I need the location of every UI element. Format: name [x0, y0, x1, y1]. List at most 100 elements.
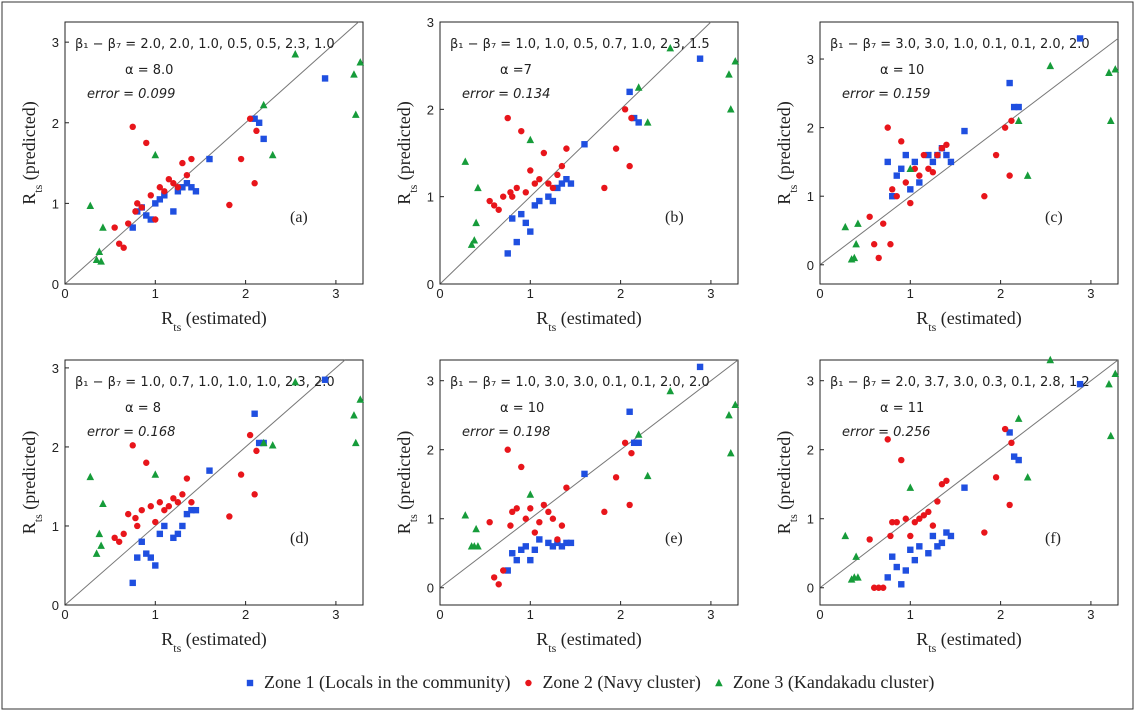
point-square — [916, 543, 923, 550]
point-square — [509, 215, 516, 222]
point-square — [558, 543, 566, 550]
x-tick-label: 2 — [997, 286, 1004, 301]
point-square — [536, 536, 543, 543]
point-triangle — [1105, 68, 1113, 76]
y-axis-label: Rts (predicted) — [774, 101, 800, 204]
point-triangle — [1105, 379, 1113, 388]
point-circle — [111, 534, 118, 542]
x-tick-label: 3 — [1087, 607, 1094, 622]
point-square — [630, 439, 638, 447]
alpha-annotation: α = 11 — [880, 401, 924, 416]
point-triangle — [1014, 116, 1023, 124]
y-tick-label: 1 — [427, 190, 434, 205]
point-square — [536, 197, 543, 205]
legend-marker — [246, 679, 254, 687]
point-circle — [246, 115, 254, 122]
point-square — [567, 180, 575, 187]
point-circle — [545, 508, 552, 516]
point-square — [206, 467, 213, 474]
point-square — [902, 151, 909, 159]
point-circle — [237, 155, 245, 163]
point-circle — [183, 171, 191, 179]
point-triangle — [472, 524, 480, 533]
y-axis-label-part: (predicted) — [19, 431, 40, 514]
point-square — [188, 184, 195, 191]
panel-label: (f) — [1045, 530, 1061, 547]
x-tick-label: 2 — [997, 607, 1004, 622]
point-circle — [880, 584, 887, 591]
point-triangle — [291, 50, 300, 58]
point-circle — [253, 447, 260, 455]
point-circle — [504, 446, 511, 453]
error-annotation: error = 0.134 — [462, 87, 550, 102]
point-square — [626, 88, 633, 96]
point-square — [889, 193, 896, 200]
parameter-annotation: β₁ − β₇ = 1.0, 0.7, 1.0, 1.0, 1.0, 2.3, … — [75, 375, 335, 390]
x-tick-label: 0 — [61, 286, 68, 301]
y-axis-label-part: (predicted) — [774, 431, 795, 514]
point-circle — [527, 167, 534, 174]
point-square — [961, 484, 968, 491]
point-circle — [147, 503, 154, 510]
point-circle — [125, 510, 132, 518]
point-triangle — [259, 438, 268, 447]
alpha-annotation: α = 8 — [125, 401, 161, 416]
point-circle — [870, 241, 878, 248]
point-circle — [507, 522, 514, 529]
alpha-annotation: α = 10 — [880, 63, 924, 78]
point-circle — [120, 530, 127, 538]
y-axis-label-part: ts — [786, 184, 800, 192]
point-square — [563, 176, 570, 183]
y-axis-label-part: ts — [406, 514, 420, 522]
point-triangle — [1014, 414, 1023, 422]
point-square — [898, 165, 905, 172]
point-circle — [531, 529, 539, 536]
point-circle — [907, 199, 914, 207]
y-tick-label: 1 — [807, 189, 814, 204]
point-triangle — [643, 118, 652, 126]
plot-area — [819, 21, 1119, 285]
point-triangle — [95, 247, 104, 255]
y-axis-label-part: R — [394, 193, 414, 205]
y-tick-label: 1 — [52, 519, 59, 534]
reference-line — [439, 21, 712, 285]
y-tick-label: 3 — [807, 52, 814, 67]
x-tick-label: 3 — [332, 286, 339, 301]
parameter-annotation: β₁ − β₇ = 2.0, 2.0, 1.0, 0.5, 0.5, 2.3, … — [75, 37, 335, 52]
point-circle — [138, 506, 145, 514]
y-tick-label: 3 — [807, 374, 814, 389]
legend-label: Zone 2 (Navy cluster) — [542, 672, 700, 693]
point-square — [251, 115, 258, 122]
y-axis-label-part: R — [774, 522, 794, 534]
point-circle — [536, 518, 543, 526]
point-square — [626, 408, 633, 415]
point-square — [161, 192, 168, 199]
point-circle — [621, 439, 629, 447]
point-square — [902, 567, 909, 574]
point-circle — [925, 165, 932, 172]
x-tick-label: 1 — [152, 607, 159, 622]
x-axis-label-part: (estimated) — [556, 629, 641, 650]
point-circle — [1001, 124, 1009, 131]
x-axis-label-part: R — [161, 308, 173, 328]
point-triangle — [1106, 116, 1115, 124]
point-circle — [612, 474, 620, 481]
y-tick-label: 1 — [52, 196, 59, 211]
point-square — [513, 238, 520, 246]
point-triangle — [634, 83, 643, 91]
point-square — [504, 567, 511, 574]
point-square — [522, 543, 529, 550]
point-triangle — [1046, 61, 1055, 70]
y-axis-label-part: R — [19, 193, 39, 205]
point-square — [961, 127, 968, 135]
point-square — [179, 522, 186, 530]
point-circle — [875, 584, 882, 591]
x-axis-label-part: (estimated) — [181, 629, 266, 650]
point-circle — [916, 515, 923, 522]
point-circle — [132, 208, 139, 215]
y-tick-label: 0 — [52, 277, 59, 292]
point-square — [1006, 79, 1013, 87]
point-square — [174, 530, 182, 538]
point-square — [911, 556, 919, 564]
